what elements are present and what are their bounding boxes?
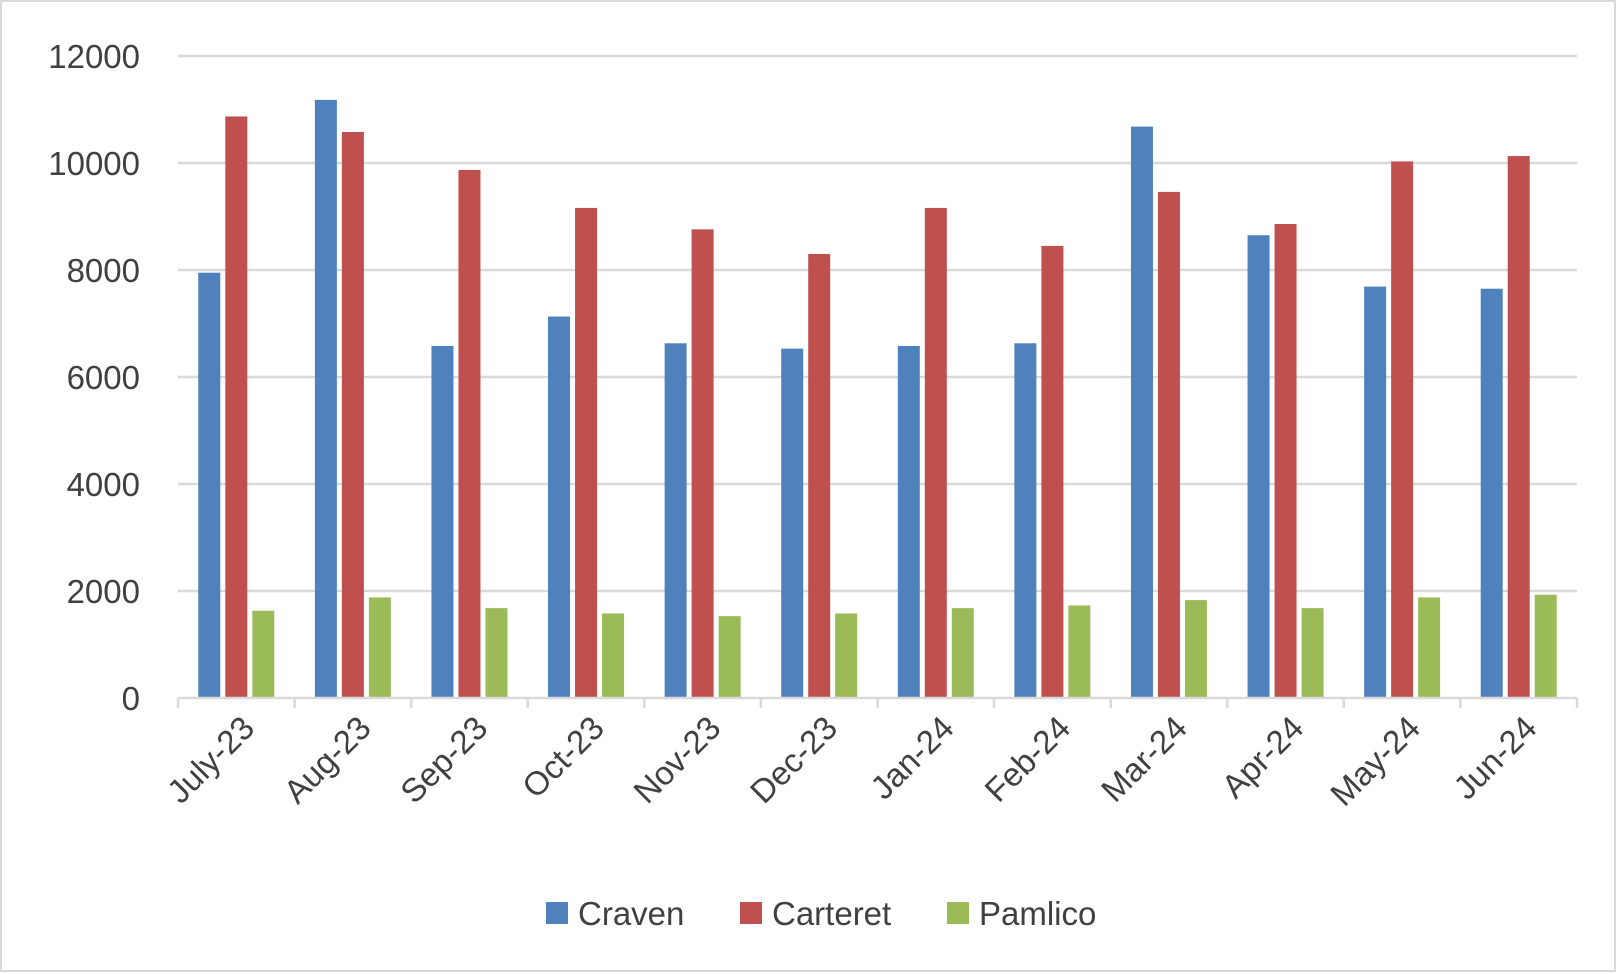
x-tick-label: Mar-24 <box>1094 709 1194 809</box>
bar-craven-feb-24 <box>1014 343 1037 698</box>
bar-carteret-jan-24 <box>924 207 947 698</box>
bars <box>198 99 1557 699</box>
bar-pamlico-july-23 <box>252 610 275 698</box>
bar-carteret-jun-24 <box>1507 156 1530 699</box>
bar-pamlico-dec-23 <box>835 613 858 698</box>
bar-pamlico-jan-24 <box>951 608 974 698</box>
y-tick-label: 4000 <box>67 466 140 503</box>
bar-carteret-may-24 <box>1391 161 1414 698</box>
x-tick-label: Jan-24 <box>863 709 961 807</box>
x-axis-tick-labels: July-23 Aug-23 Sep-23 Oct-23 Nov-23 Dec-23 Jan… <box>160 709 1544 813</box>
x-tick-label: Sep-23 <box>393 709 494 810</box>
bar-pamlico-feb-24 <box>1068 605 1091 698</box>
gridlines <box>178 54 1577 593</box>
x-tick-label: Nov-23 <box>626 709 727 810</box>
bar-craven-aug-23 <box>314 99 337 699</box>
bar-craven-dec-23 <box>781 348 804 698</box>
y-tick-label: 2000 <box>67 573 140 610</box>
legend-swatch-pamlico <box>947 902 969 924</box>
bar-carteret-apr-24 <box>1274 223 1297 699</box>
legend: Craven Carteret Pamlico <box>546 895 1096 932</box>
y-tick-label: 6000 <box>67 359 140 396</box>
bar-craven-july-23 <box>198 272 221 698</box>
bar-pamlico-jun-24 <box>1534 594 1557 698</box>
bar-craven-jun-24 <box>1480 288 1503 698</box>
bar-carteret-feb-24 <box>1041 245 1064 699</box>
bar-carteret-mar-24 <box>1157 191 1180 698</box>
x-tick-label: Aug-23 <box>276 709 377 810</box>
bar-carteret-july-23 <box>225 116 248 698</box>
x-tick-label: May-24 <box>1323 709 1427 813</box>
legend-label-carteret: Carteret <box>772 895 891 932</box>
legend-label-craven: Craven <box>578 895 684 932</box>
bar-carteret-aug-23 <box>341 131 364 699</box>
y-tick-label: 0 <box>122 680 140 717</box>
x-tick-label: Oct-23 <box>515 709 611 805</box>
bar-craven-mar-24 <box>1130 126 1153 699</box>
x-tick-label: Apr-24 <box>1214 709 1310 805</box>
bar-pamlico-aug-23 <box>368 597 391 698</box>
bar-carteret-oct-23 <box>575 207 598 698</box>
bar-pamlico-may-24 <box>1418 597 1441 698</box>
x-tick-label: Feb-24 <box>977 709 1077 809</box>
x-tick-label: Dec-23 <box>743 709 844 810</box>
bar-pamlico-nov-23 <box>718 616 741 698</box>
bar-craven-oct-23 <box>548 316 571 698</box>
bar-craven-nov-23 <box>664 343 687 698</box>
bar-pamlico-sep-23 <box>485 608 508 698</box>
y-tick-label: 8000 <box>67 252 140 289</box>
bar-carteret-dec-23 <box>808 253 831 698</box>
bar-craven-may-24 <box>1364 286 1387 698</box>
bar-pamlico-oct-23 <box>602 613 625 698</box>
bar-craven-apr-24 <box>1247 235 1270 698</box>
legend-swatch-carteret <box>740 902 762 924</box>
legend-label-pamlico: Pamlico <box>979 895 1096 932</box>
x-tick-label: Jun-24 <box>1446 709 1544 807</box>
bar-pamlico-mar-24 <box>1184 600 1207 698</box>
bar-craven-jan-24 <box>897 345 920 698</box>
y-axis-tick-labels: 0 2000 4000 6000 8000 10000 12000 <box>48 38 140 717</box>
bar-carteret-sep-23 <box>458 169 481 698</box>
x-tick-label: July-23 <box>160 709 261 810</box>
bar-pamlico-apr-24 <box>1301 608 1324 698</box>
x-axis <box>176 696 1579 708</box>
bar-carteret-nov-23 <box>691 229 714 698</box>
y-tick-label: 12000 <box>48 38 140 75</box>
bar-craven-sep-23 <box>431 345 454 698</box>
legend-swatch-craven <box>546 902 568 924</box>
y-tick-label: 10000 <box>48 145 140 182</box>
